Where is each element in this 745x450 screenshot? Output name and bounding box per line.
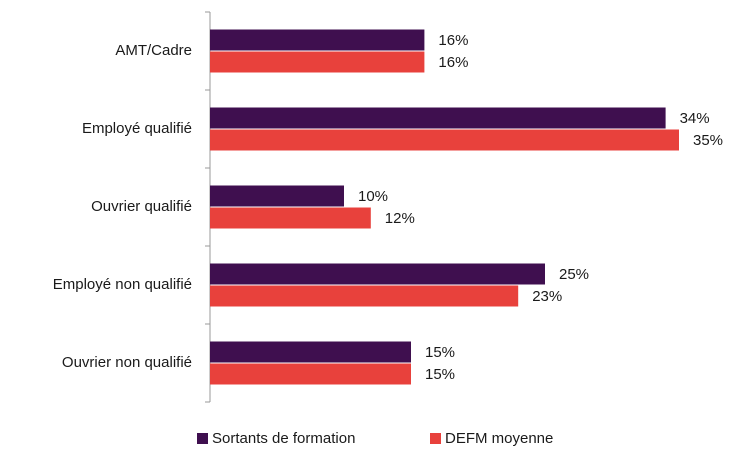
bar: [210, 51, 425, 73]
value-label: 12%: [385, 210, 415, 227]
legend-swatch: [197, 433, 208, 444]
legend-label: Sortants de formation: [212, 430, 355, 447]
value-label: 25%: [559, 266, 589, 283]
bar: [210, 363, 411, 385]
value-label: 10%: [358, 188, 388, 205]
category-label: AMT/Cadre: [115, 42, 192, 59]
value-label: 35%: [693, 132, 723, 149]
value-label: 15%: [425, 366, 455, 383]
value-label: 16%: [438, 32, 468, 49]
bar: [210, 129, 679, 151]
bar: [210, 263, 545, 285]
bar: [210, 341, 411, 363]
legend-swatch: [430, 433, 441, 444]
bar: [210, 29, 425, 51]
value-label: 23%: [532, 288, 562, 305]
bar: [210, 207, 371, 229]
bar: [210, 185, 344, 207]
bar: [210, 285, 519, 307]
bar: [210, 107, 666, 129]
value-label: 16%: [438, 54, 468, 71]
category-label: Employé non qualifié: [53, 276, 192, 293]
value-label: 15%: [425, 344, 455, 361]
legend-label: DEFM moyenne: [445, 430, 553, 447]
category-label: Ouvrier non qualifié: [62, 354, 192, 371]
category-label: Employé qualifié: [82, 120, 192, 137]
value-label: 34%: [680, 110, 710, 127]
category-label: Ouvrier qualifié: [91, 198, 192, 215]
